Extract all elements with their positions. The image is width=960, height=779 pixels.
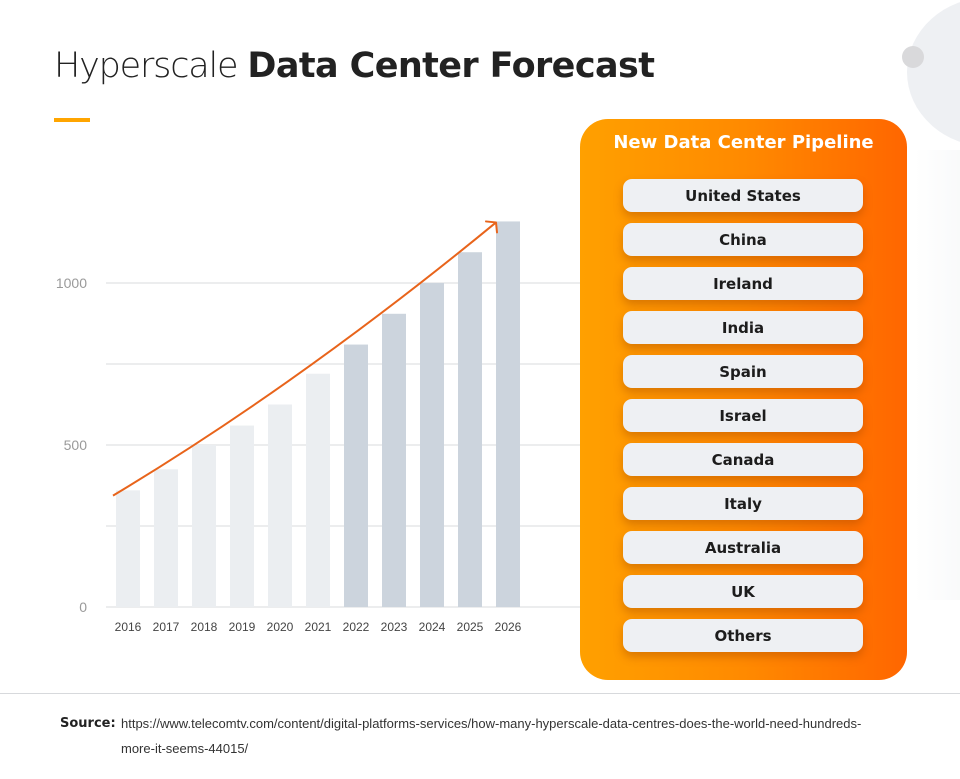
bar-2021 <box>306 373 330 607</box>
y-tick-label: 1000 <box>56 275 87 291</box>
bar-2024 <box>420 283 444 607</box>
x-tick-label: 2022 <box>343 620 370 634</box>
x-axis-ticks: 2016 2017 2018 2019 2020 2021 2022 2023 2024 2025… <box>115 620 522 634</box>
page-title: Hyperscale Data Center Forecast <box>54 44 655 87</box>
bar-chart: 0 500 1000 2016 2017 2018 2019 2020 2021 2022 202… <box>56 220 580 634</box>
bar-2023 <box>382 313 406 607</box>
x-tick-label: 2019 <box>229 620 256 634</box>
x-tick-label: 2026 <box>495 620 522 634</box>
y-axis-ticks: 0 500 1000 <box>56 275 87 615</box>
pipeline-item: Italy <box>623 487 863 520</box>
x-tick-label: 2017 <box>153 620 180 634</box>
x-tick-label: 2018 <box>191 620 218 634</box>
pipeline-item: Israel <box>623 399 863 432</box>
trend-line <box>112 221 497 497</box>
pipeline-item: Canada <box>623 443 863 476</box>
pipeline-item: Australia <box>623 531 863 564</box>
decorative-dot <box>902 46 924 68</box>
title-bold: Data Center Forecast <box>247 46 655 86</box>
pipeline-item: Others <box>623 619 863 652</box>
pipeline-item: India <box>623 311 863 344</box>
pipeline-item: Ireland <box>623 267 863 300</box>
bar-2016 <box>116 490 140 607</box>
bar-2019 <box>230 425 254 607</box>
decorative-fade <box>915 150 960 600</box>
pipeline-item: China <box>623 223 863 256</box>
source-label: Source: <box>60 716 116 731</box>
bar-2022 <box>344 344 368 607</box>
x-tick-label: 2023 <box>381 620 408 634</box>
x-tick-label: 2025 <box>457 620 484 634</box>
pipeline-item: Spain <box>623 355 863 388</box>
source-url[interactable]: https://www.telecomtv.com/content/digita… <box>121 716 862 756</box>
title-light: Hyperscale <box>54 46 239 86</box>
footer-divider <box>0 693 960 694</box>
bar-2026 <box>496 221 520 607</box>
title-accent-bar <box>54 118 90 122</box>
trend-arrow <box>112 220 498 497</box>
pipeline-item: UK <box>623 575 863 608</box>
pipeline-panel: New Data Center Pipeline United States Ch… <box>580 119 907 680</box>
decorative-circle-large <box>907 0 960 147</box>
bar-2018 <box>192 445 216 607</box>
y-tick-label: 500 <box>64 437 88 453</box>
y-tick-label: 0 <box>79 599 87 615</box>
x-tick-label: 2024 <box>419 620 446 634</box>
bar-2020 <box>268 404 292 607</box>
arrowhead-icon <box>485 220 498 234</box>
bar-2017 <box>154 469 178 607</box>
x-tick-label: 2020 <box>267 620 294 634</box>
pipeline-title: New Data Center Pipeline <box>613 132 874 153</box>
bars <box>116 221 520 607</box>
x-tick-label: 2021 <box>305 620 332 634</box>
x-tick-label: 2016 <box>115 620 142 634</box>
pipeline-item: United States <box>623 179 863 212</box>
bar-2025 <box>458 252 482 607</box>
